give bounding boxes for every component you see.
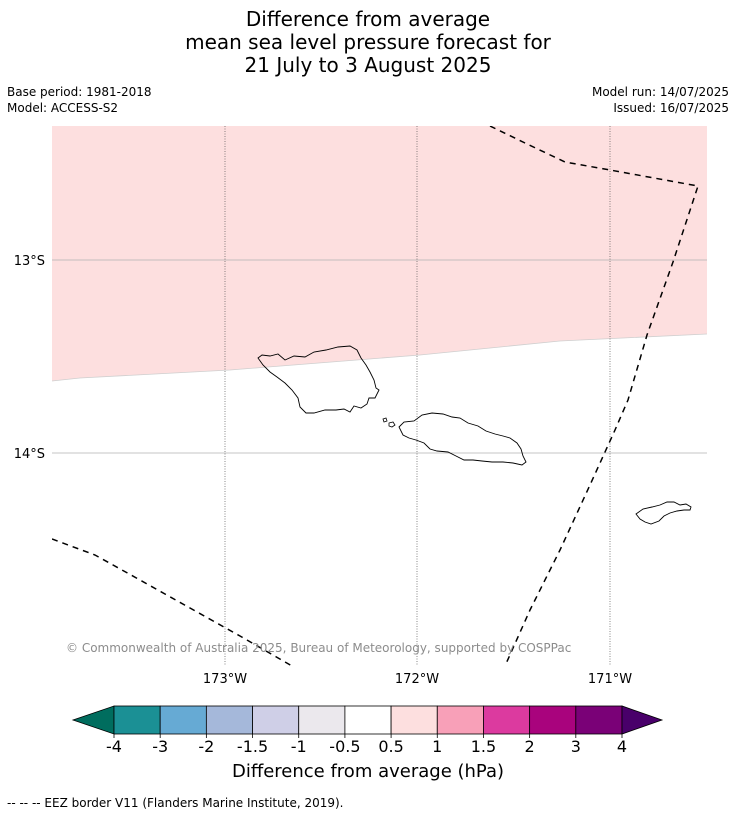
model-name: Model: ACCESS-S2 [7,101,119,115]
title-line-2: mean sea level pressure forecast for [185,30,551,54]
island-savaii [257,345,380,414]
colorbar-segment [390,705,438,735]
colorbar-tick-label: 3 [571,737,581,756]
model-run: Model run: 14/07/2025 [591,85,729,99]
chart-title: Difference from average mean sea level p… [0,8,736,77]
colorbar-segment [252,705,300,735]
colorbar-segment [575,705,623,735]
colorbar: -4 -3 -2 -1.5 -1 -0.5 0.5 1 1.5 2 3 4 [71,705,664,756]
colorbar-segment [298,705,346,735]
island-tutuila [635,501,692,525]
colorbar-tick-label: 1 [432,737,442,756]
colorbar-tick-label: 1.5 [471,737,496,756]
eez-legend: -- -- -- EEZ border V11 (Flanders Marine… [7,796,344,810]
island-upolu [398,412,527,466]
colorbar-segment [159,705,207,735]
map-area: © Commonwealth of Australia 2025, Bureau… [52,126,707,666]
copyright-text: © Commonwealth of Australia 2025, Bureau… [66,641,571,655]
colorbar-segment [436,705,484,735]
colorbar-segment [205,705,253,735]
colorbar-segment [483,705,531,735]
colorbar-tick-label: -0.5 [329,737,360,756]
colorbar-tick-label: 0.5 [378,737,403,756]
colorbar-segment [113,705,161,735]
island-manono [388,421,396,428]
colorbar-tick-label: -2 [198,737,214,756]
lat-label-14s: 14°S [14,447,45,462]
title-line-1: Difference from average [245,7,491,31]
island-apolima [382,417,388,423]
eez-border-west [52,538,293,666]
base-period: Base period: 1981-2018 [7,85,152,99]
lon-label-172w: 172°W [395,672,439,687]
meta-left: Base period: 1981-2018 Model: ACCESS-S2 [7,84,152,116]
issued-date: Issued: 16/07/2025 [613,101,729,115]
title-line-3: 21 July to 3 August 2025 [244,53,492,77]
colorbar-title: Difference from average (hPa) [231,761,505,782]
colorbar-tick-label: -1 [291,737,307,756]
colorbar-tick-label: 2 [525,737,535,756]
colorbar-tick-label: -3 [152,737,168,756]
lon-label-173w: 173°W [203,672,247,687]
colorbar-segment [344,705,392,735]
colorbar-segment [529,705,577,735]
lat-label-13s: 13°S [14,254,45,269]
lon-label-171w: 171°W [588,672,632,687]
meta-right: Model run: 14/07/2025 Issued: 16/07/2025 [592,84,729,116]
anomaly-region-0.5-to-1 [52,126,707,381]
colorbar-tick-label: -1.5 [237,737,268,756]
colorbar-tick-label: -4 [106,737,122,756]
colorbar-extend-low [71,705,115,735]
colorbar-extend-high [621,705,664,735]
anomaly-contour [52,333,707,382]
eez-border-east [489,126,699,666]
colorbar-tick-label: 4 [617,737,627,756]
